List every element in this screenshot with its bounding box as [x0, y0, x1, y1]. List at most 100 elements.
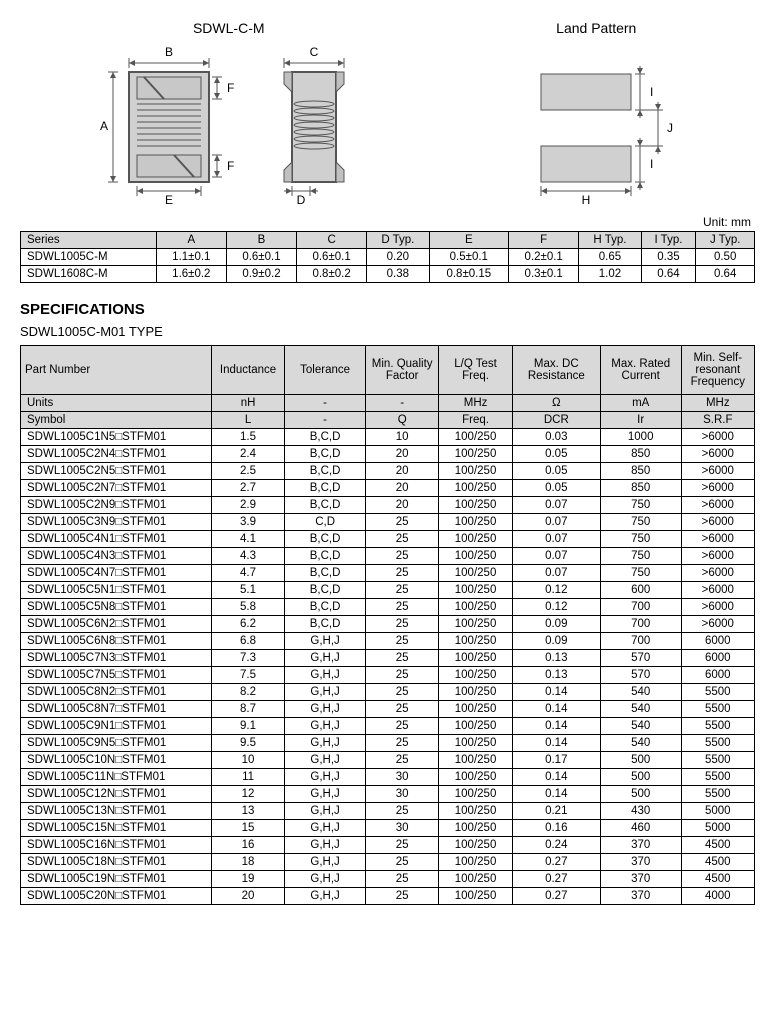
table-cell: B,C,D: [285, 497, 366, 514]
table-row: SDWL1005C18N□STFM0118G,H,J25100/2500.273…: [21, 854, 755, 871]
table-cell: 100/250: [439, 650, 512, 667]
table-cell: 2.4: [211, 446, 284, 463]
table-cell: G,H,J: [285, 786, 366, 803]
table-row: SDWL1005C7N5□STFM017.5G,H,J25100/2500.13…: [21, 667, 755, 684]
table-cell: 0.05: [512, 463, 600, 480]
dim-col-header: Series: [21, 232, 157, 249]
table-cell: SDWL1005C5N1□STFM01: [21, 582, 212, 599]
table-cell: SDWL1005C12N□STFM01: [21, 786, 212, 803]
table-cell: G,H,J: [285, 633, 366, 650]
table-cell: 0.05: [512, 480, 600, 497]
table-cell: SDWL1005C4N7□STFM01: [21, 565, 212, 582]
table-cell: 4.1: [211, 531, 284, 548]
table-cell: 1.02: [579, 266, 641, 283]
table-cell: 5500: [681, 752, 754, 769]
table-cell: SDWL1005C3N9□STFM01: [21, 514, 212, 531]
table-cell: 25: [365, 871, 438, 888]
table-cell: 18: [211, 854, 284, 871]
table-cell: 100/250: [439, 803, 512, 820]
table-cell: G,H,J: [285, 650, 366, 667]
table-cell: 540: [600, 701, 681, 718]
table-cell: 0.09: [512, 616, 600, 633]
table-cell: -: [285, 412, 366, 429]
table-cell: 500: [600, 769, 681, 786]
table-cell: MHz: [439, 395, 512, 412]
table-cell: SDWL1005C11N□STFM01: [21, 769, 212, 786]
table-cell: C,D: [285, 514, 366, 531]
table-cell: 5000: [681, 820, 754, 837]
table-cell: 25: [365, 803, 438, 820]
table-cell: 20: [365, 497, 438, 514]
table-cell: 100/250: [439, 888, 512, 905]
table-cell: Symbol: [21, 412, 212, 429]
table-cell: 0.13: [512, 650, 600, 667]
table-cell: 25: [365, 633, 438, 650]
table-cell: 430: [600, 803, 681, 820]
table-cell: >6000: [681, 582, 754, 599]
table-cell: 30: [365, 769, 438, 786]
table-cell: Ω: [512, 395, 600, 412]
table-cell: 20: [365, 446, 438, 463]
table-cell: 100/250: [439, 582, 512, 599]
table-cell: 0.24: [512, 837, 600, 854]
table-cell: 540: [600, 684, 681, 701]
dim-f2-label: F: [227, 159, 234, 173]
table-cell: 20: [365, 463, 438, 480]
table-cell: 0.09: [512, 633, 600, 650]
table-row: SDWL1005C8N7□STFM018.7G,H,J25100/2500.14…: [21, 701, 755, 718]
table-cell: Max. Rated Current: [600, 346, 681, 395]
table-cell: 100/250: [439, 820, 512, 837]
table-cell: SDWL1005C6N8□STFM01: [21, 633, 212, 650]
specifications-title: SPECIFICATIONS: [20, 301, 755, 318]
table-cell: 25: [365, 888, 438, 905]
dim-col-header: I Typ.: [641, 232, 696, 249]
table-cell: Min. Quality Factor: [365, 346, 438, 395]
table-cell: 370: [600, 871, 681, 888]
table-row: SDWL1005C2N5□STFM012.5B,C,D20100/2500.05…: [21, 463, 755, 480]
table-cell: SDWL1005C18N□STFM01: [21, 854, 212, 871]
table-cell: SDWL1005C13N□STFM01: [21, 803, 212, 820]
table-cell: 7.3: [211, 650, 284, 667]
table-cell: 100/250: [439, 548, 512, 565]
table-cell: 25: [365, 701, 438, 718]
table-cell: 0.20: [367, 249, 429, 266]
dim-h-label: H: [582, 193, 591, 204]
table-cell: 25: [365, 837, 438, 854]
table-row: SDWL1005C-M1.1±0.10.6±0.10.6±0.10.200.5±…: [21, 249, 755, 266]
table-cell: 25: [365, 514, 438, 531]
dim-header-row: SeriesABCD Typ.EFH Typ.I Typ.J Typ.: [21, 232, 755, 249]
table-cell: SDWL1005C2N9□STFM01: [21, 497, 212, 514]
table-cell: 0.9±0.2: [226, 266, 296, 283]
table-cell: B,C,D: [285, 463, 366, 480]
table-cell: 0.14: [512, 786, 600, 803]
table-cell: 0.07: [512, 514, 600, 531]
table-row: SDWL1005C4N3□STFM014.3B,C,D25100/2500.07…: [21, 548, 755, 565]
table-cell: B,C,D: [285, 446, 366, 463]
table-cell: 0.5±0.1: [429, 249, 509, 266]
table-cell: 25: [365, 667, 438, 684]
table-row: SDWL1005C11N□STFM0111G,H,J30100/2500.145…: [21, 769, 755, 786]
table-cell: Q: [365, 412, 438, 429]
table-cell: 100/250: [439, 735, 512, 752]
table-cell: G,H,J: [285, 701, 366, 718]
table-cell: 540: [600, 735, 681, 752]
table-cell: SDWL1005C4N1□STFM01: [21, 531, 212, 548]
table-cell: L: [211, 412, 284, 429]
table-cell: 25: [365, 582, 438, 599]
unit-label: Unit: mm: [20, 215, 755, 229]
table-cell: 6000: [681, 667, 754, 684]
table-cell: 8.7: [211, 701, 284, 718]
table-cell: -: [365, 395, 438, 412]
table-cell: 25: [365, 854, 438, 871]
table-cell: B,C,D: [285, 599, 366, 616]
table-cell: 850: [600, 446, 681, 463]
table-cell: 4500: [681, 854, 754, 871]
table-cell: Freq.: [439, 412, 512, 429]
table-row: UnitsnH--MHzΩmAMHz: [21, 395, 755, 412]
table-row: SDWL1005C15N□STFM0115G,H,J30100/2500.164…: [21, 820, 755, 837]
table-row: SDWL1005C5N8□STFM015.8B,C,D25100/2500.12…: [21, 599, 755, 616]
table-cell: Min. Self-resonant Frequency: [681, 346, 754, 395]
table-row: SDWL1005C9N1□STFM019.1G,H,J25100/2500.14…: [21, 718, 755, 735]
table-cell: 0.27: [512, 871, 600, 888]
table-cell: 2.5: [211, 463, 284, 480]
